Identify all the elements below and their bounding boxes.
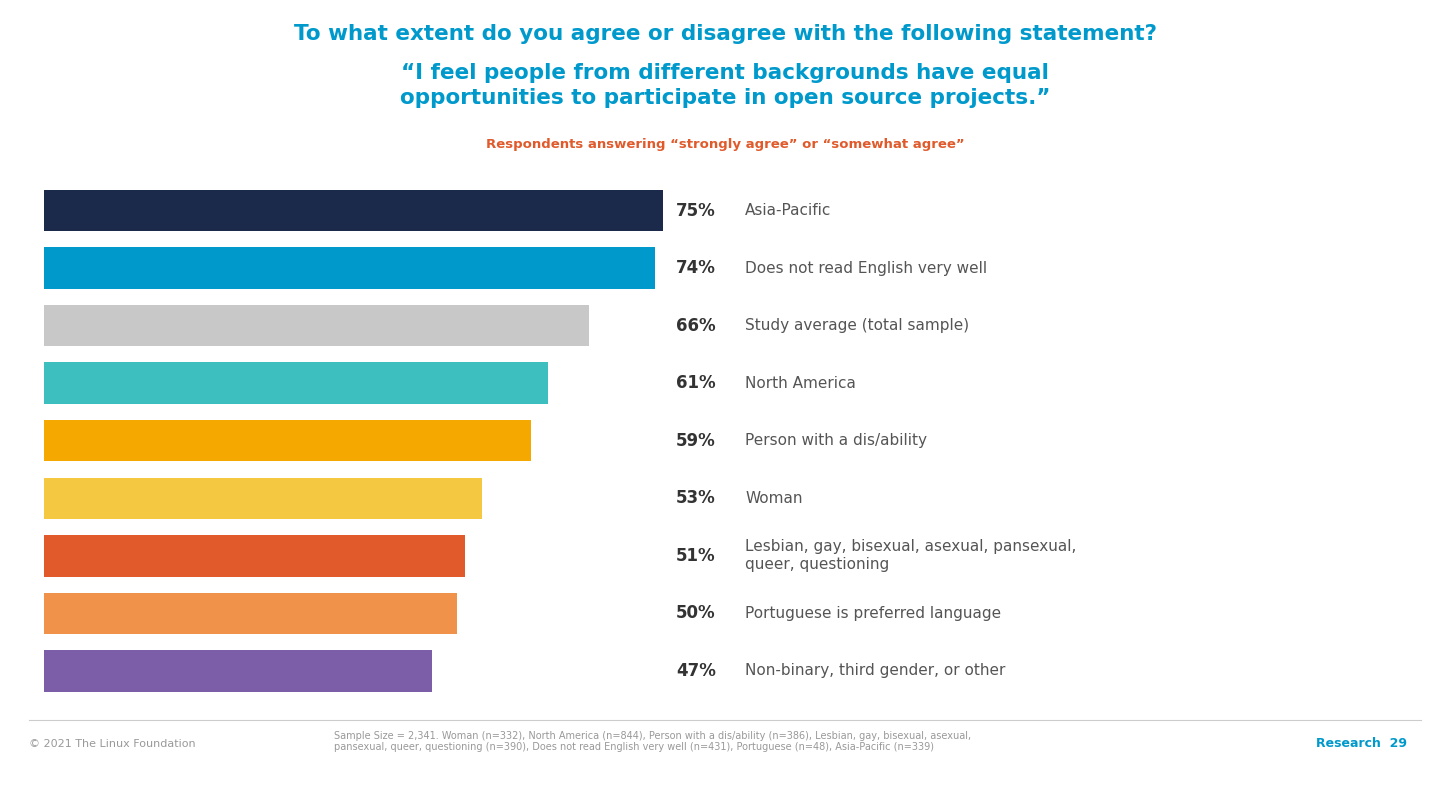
Text: Respondents answering “strongly agree” or “somewhat agree”: Respondents answering “strongly agree” o… — [486, 138, 964, 151]
Text: 66%: 66% — [676, 316, 715, 334]
Text: North America: North America — [745, 375, 857, 390]
Text: Sample Size = 2,341. Woman (n=332), North America (n=844), Person with a dis/abi: Sample Size = 2,341. Woman (n=332), Nort… — [334, 730, 972, 752]
Text: Woman: Woman — [745, 491, 803, 506]
Text: 47%: 47% — [676, 662, 716, 680]
Bar — [44, 247, 655, 289]
Text: “I feel people from different backgrounds have equal
opportunities to participat: “I feel people from different background… — [400, 63, 1050, 108]
Text: 59%: 59% — [676, 432, 715, 449]
Bar — [44, 420, 531, 461]
Bar — [44, 535, 465, 577]
Text: Lesbian, gay, bisexual, asexual, pansexual,
queer, questioning: Lesbian, gay, bisexual, asexual, pansexu… — [745, 539, 1077, 572]
Bar — [44, 478, 481, 519]
Text: 51%: 51% — [676, 547, 715, 565]
Text: 50%: 50% — [676, 604, 715, 623]
Text: To what extent do you agree or disagree with the following statement?: To what extent do you agree or disagree … — [293, 24, 1157, 43]
Bar — [44, 190, 663, 231]
Bar — [44, 650, 432, 692]
Text: Portuguese is preferred language: Portuguese is preferred language — [745, 606, 1002, 621]
Bar — [44, 363, 548, 404]
Text: 75%: 75% — [676, 201, 715, 220]
Text: 74%: 74% — [676, 259, 716, 277]
Text: © 2021 The Linux Foundation: © 2021 The Linux Foundation — [29, 739, 196, 748]
Text: Asia-Pacific: Asia-Pacific — [745, 203, 832, 218]
Bar — [44, 593, 457, 634]
Text: Non-binary, third gender, or other: Non-binary, third gender, or other — [745, 663, 1006, 678]
Bar — [44, 305, 589, 346]
Text: 53%: 53% — [676, 490, 715, 508]
Text: 61%: 61% — [676, 374, 715, 392]
Text: Study average (total sample): Study average (total sample) — [745, 318, 970, 333]
Text: Does not read English very well: Does not read English very well — [745, 260, 987, 275]
Text: Person with a dis/ability: Person with a dis/ability — [745, 433, 928, 449]
Text: Research  29: Research 29 — [1315, 737, 1406, 750]
